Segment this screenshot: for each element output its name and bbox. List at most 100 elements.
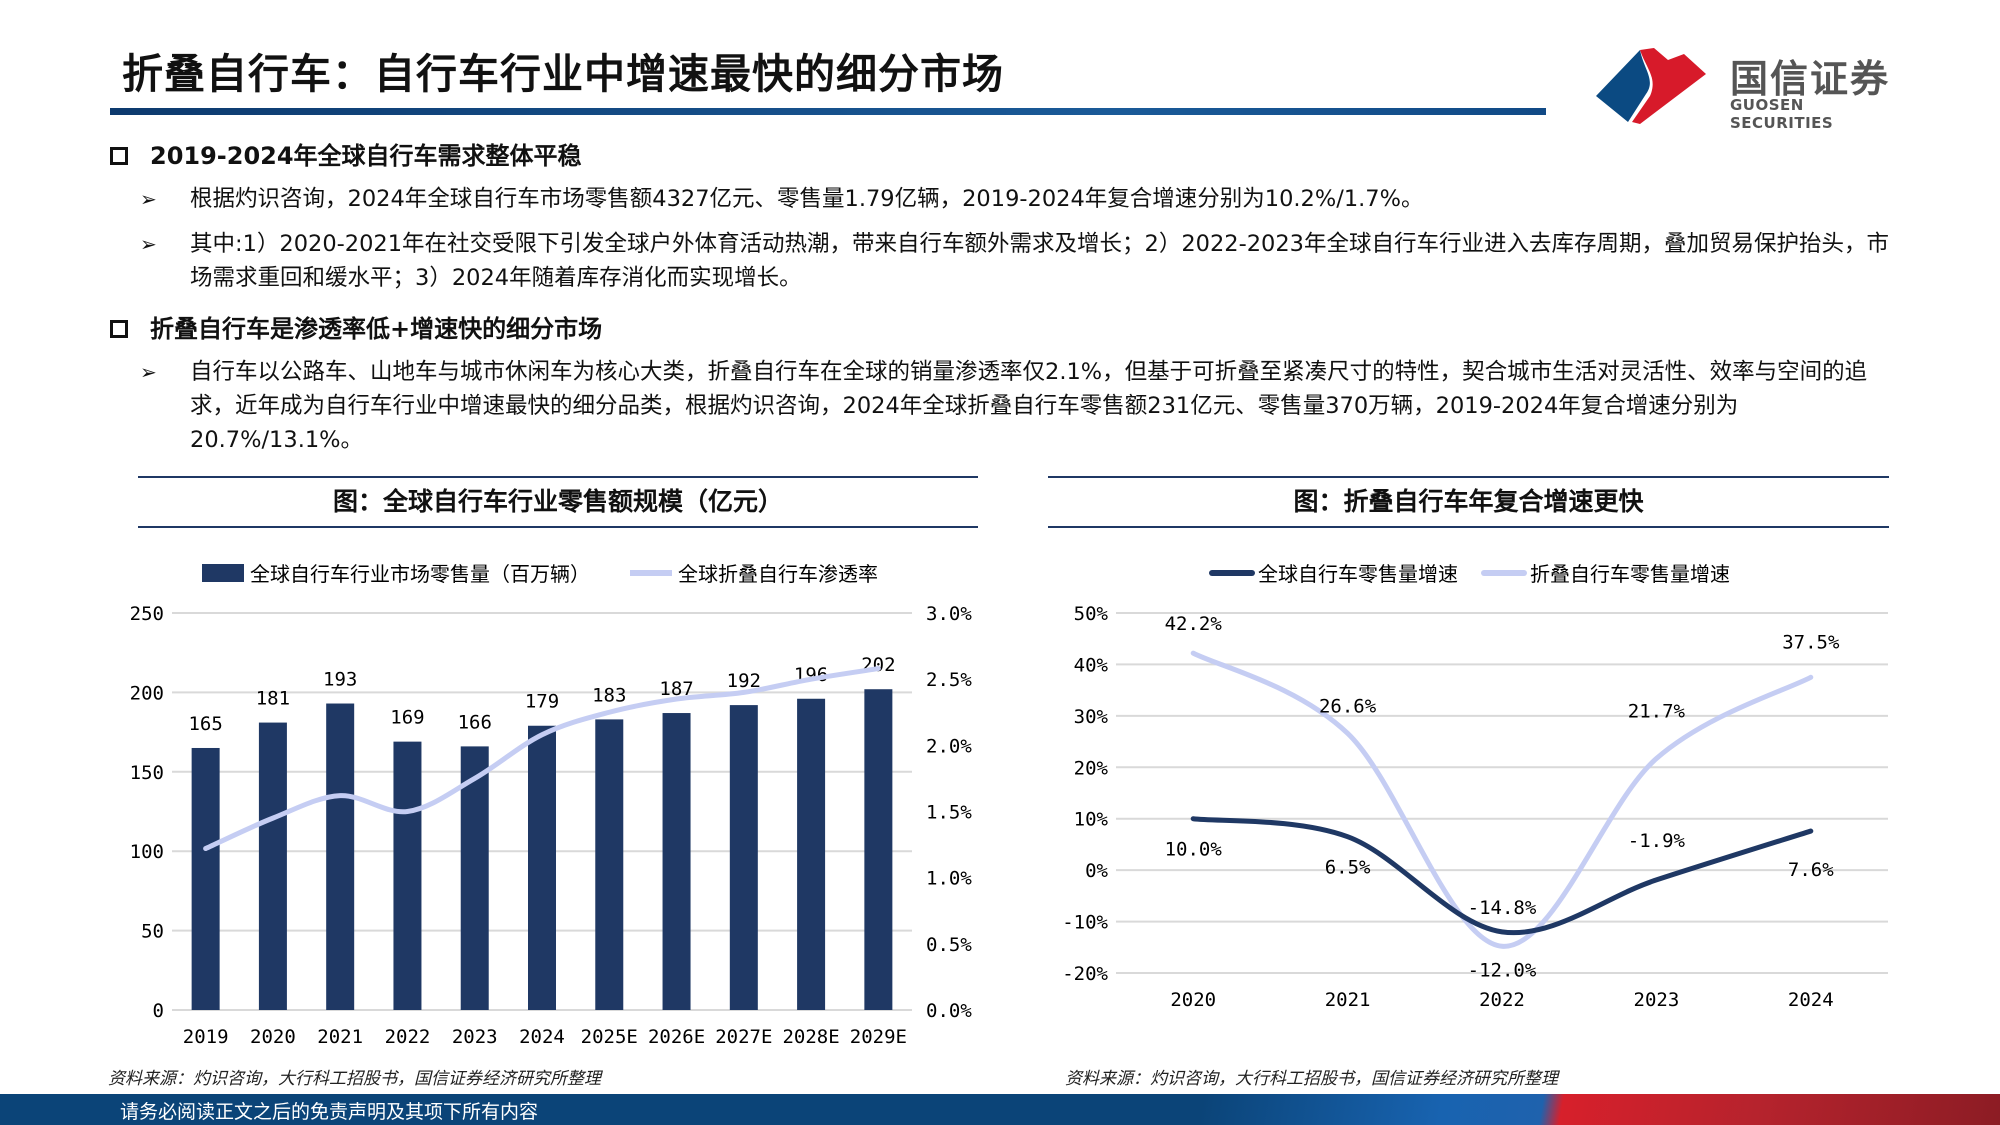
y-left-tick-label: 250 — [130, 603, 164, 625]
y-tick-label: -20% — [1062, 963, 1108, 985]
y-left-tick-label: 150 — [130, 762, 164, 784]
x-tick-label: 2021 — [1325, 989, 1371, 1011]
y-right-tick-label: 1.5% — [926, 802, 972, 824]
data-label: 42.2% — [1165, 613, 1223, 635]
bar-data-label: 179 — [525, 691, 559, 713]
section-heading-2: 折叠自行车是渗透率低+增速快的细分市场 — [110, 309, 602, 344]
data-label: 26.6% — [1319, 695, 1377, 717]
y-right-tick-label: 0.0% — [926, 1000, 972, 1022]
bar-data-label: 166 — [458, 711, 492, 733]
x-tick-label: 2024 — [519, 1026, 565, 1048]
bar — [595, 719, 624, 1010]
bar — [326, 703, 355, 1010]
x-tick-label: 2019 — [183, 1026, 229, 1048]
section-heading-1: 2019-2024年全球自行车需求整体平稳 — [110, 136, 582, 171]
penetration-line — [203, 666, 881, 852]
bullet-text: 自行车以公路车、山地车与城市休闲车为核心大类，折叠自行车在全球的销量渗透率仅2.… — [190, 359, 1868, 453]
y-right-tick-label: 2.0% — [926, 735, 972, 757]
bar-data-label: 187 — [659, 678, 693, 700]
x-tick-label: 2022 — [1479, 989, 1525, 1011]
square-bullet-icon — [110, 320, 128, 338]
bullet-text: 根据灼识咨询，2024年全球自行车市场零售额4327亿元、零售量1.79亿辆，2… — [190, 186, 1424, 212]
y-tick-label: 30% — [1074, 706, 1109, 728]
x-tick-label: 2020 — [250, 1026, 296, 1048]
bar-data-label: 193 — [323, 669, 357, 691]
x-tick-label: 2027E — [715, 1026, 772, 1048]
x-tick-label: 2025E — [581, 1026, 638, 1048]
x-tick-label: 2022 — [385, 1026, 431, 1048]
x-tick-label: 2029E — [850, 1026, 907, 1048]
bullet-text: 其中:1）2020-2021年在社交受限下引发全球户外体育活动热潮，带来自行车额… — [190, 231, 1889, 291]
y-right-tick-label: 3.0% — [926, 603, 972, 625]
page-title: 折叠自行车：自行车行业中增速最快的细分市场 — [122, 50, 1004, 98]
x-tick-label: 2020 — [1170, 989, 1216, 1011]
bar — [797, 698, 826, 1010]
bar — [662, 713, 691, 1010]
chart2-growth-rates: -20% -10% 0% 10% 20% 30% 40% 50% 2020 2021 2022 202… — [1062, 562, 1888, 1011]
global-growth-line — [1190, 816, 1814, 936]
bullet-item: ➢ 根据灼识咨询，2024年全球自行车市场零售额4327亿元、零售量1.79亿辆，… — [140, 182, 1910, 216]
bar-data-label: 169 — [390, 707, 424, 729]
chart2-title: 图：折叠自行车年复合增速更快 — [1048, 476, 1889, 528]
bar-data-label: 165 — [188, 713, 222, 735]
data-label: -12.0% — [1468, 959, 1537, 981]
footer-bar: 请务必阅读正文之后的免责声明及其项下所有内容 — [0, 1094, 2000, 1125]
title-divider — [110, 108, 1546, 115]
section-heading-text: 2019-2024年全球自行车需求整体平稳 — [150, 142, 582, 170]
bar — [191, 747, 220, 1010]
y-tick-label: 10% — [1074, 809, 1109, 831]
data-label: 7.6% — [1788, 859, 1834, 881]
folding-growth-line — [1190, 650, 1814, 949]
y-left-tick-label: 100 — [130, 841, 164, 863]
x-tick-label: 2021 — [317, 1026, 363, 1048]
y-right-tick-label: 2.5% — [926, 669, 972, 691]
chart2-source: 资料来源：灼识咨询，大行科工招股书，国信证券经济研究所整理 — [1065, 1069, 1558, 1089]
data-label: -14.8% — [1468, 897, 1537, 919]
logo-text-cn: 国信证券 — [1730, 57, 1891, 101]
x-tick-label: 2028E — [782, 1026, 839, 1048]
arrow-bullet-icon: ➢ — [140, 232, 157, 256]
legend-label: 全球自行车行业市场零售量（百万辆） — [250, 562, 590, 586]
bar — [393, 741, 422, 1010]
guosen-logo: 国信证券 GUOSEN SECURITIES — [1588, 44, 1908, 132]
bullet-item: ➢ 其中:1）2020-2021年在社交受限下引发全球户外体育活动热潮，带来自行车… — [140, 227, 1910, 295]
y-tick-label: -10% — [1062, 912, 1108, 934]
legend-label: 全球折叠自行车渗透率 — [678, 562, 878, 586]
y-tick-label: 50% — [1074, 603, 1109, 625]
data-label: 6.5% — [1325, 857, 1371, 879]
chart1-source: 资料来源：灼识咨询，大行科工招股书，国信证券经济研究所整理 — [108, 1069, 601, 1089]
bar — [258, 722, 287, 1010]
legend-label: 全球自行车零售量增速 — [1258, 562, 1458, 586]
bar — [460, 746, 489, 1010]
data-label: 10.0% — [1165, 839, 1223, 861]
data-label: -1.9% — [1628, 830, 1686, 852]
y-left-tick-label: 200 — [130, 682, 164, 704]
y-right-tick-label: 1.0% — [926, 868, 972, 890]
bullet-item: ➢ 自行车以公路车、山地车与城市休闲车为核心大类，折叠自行车在全球的销量渗透率仅2… — [140, 355, 1910, 457]
bar — [864, 689, 893, 1010]
y-left-tick-label: 0 — [153, 1000, 164, 1022]
data-label: 21.7% — [1628, 701, 1686, 723]
data-label: 37.5% — [1782, 631, 1840, 653]
arrow-bullet-icon: ➢ — [140, 360, 157, 384]
bar — [528, 725, 556, 1010]
legend-bar-swatch — [202, 564, 244, 582]
legend-label: 折叠自行车零售量增速 — [1530, 562, 1730, 586]
bar-data-label: 192 — [727, 670, 761, 692]
footer-disclaimer: 请务必阅读正文之后的免责声明及其项下所有内容 — [120, 1101, 539, 1123]
bar-data-label: 181 — [256, 688, 290, 710]
y-tick-label: 40% — [1074, 654, 1109, 676]
bar-data-label: 183 — [592, 684, 626, 706]
x-tick-label: 2023 — [1634, 989, 1680, 1011]
y-tick-label: 0% — [1085, 860, 1108, 882]
y-left-tick-label: 50 — [141, 921, 164, 943]
y-right-tick-label: 0.5% — [926, 934, 972, 956]
x-tick-label: 2026E — [648, 1026, 705, 1048]
chart1-title: 图：全球自行车行业零售额规模（亿元） — [138, 476, 978, 528]
y-tick-label: 20% — [1074, 757, 1109, 779]
x-tick-label: 2024 — [1788, 989, 1834, 1011]
chart1-retail-volume-penetration: 0 50 100 150 200 250 0.0% 0.5% 1.0% 1.5% 2.0% 2.5% 3… — [130, 562, 973, 1048]
logo-mark-icon — [1596, 48, 1706, 124]
square-bullet-icon — [110, 147, 128, 165]
arrow-bullet-icon: ➢ — [140, 187, 157, 211]
